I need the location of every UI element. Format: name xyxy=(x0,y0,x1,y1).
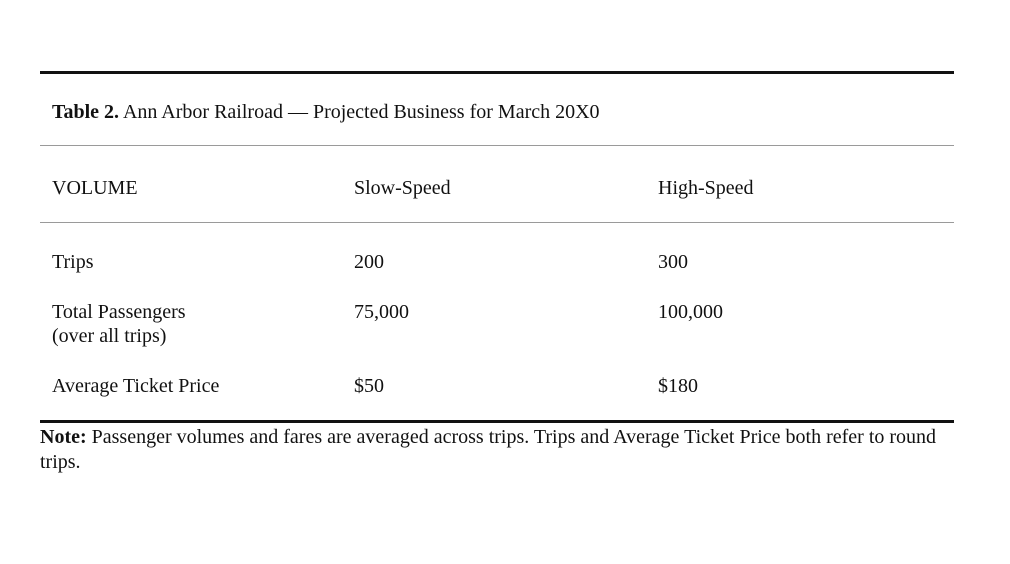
cell-price-slow: $50 xyxy=(354,375,384,397)
header-rule xyxy=(40,222,954,223)
table-note: Note: Passenger volumes and fares are av… xyxy=(40,425,954,475)
bottom-rule xyxy=(40,420,954,423)
header-volume: VOLUME xyxy=(52,177,138,199)
row-label-total-passengers: Total Passengers xyxy=(52,301,186,323)
header-high-speed: High-Speed xyxy=(658,177,754,199)
table-caption: Table 2. Ann Arbor Railroad — Projected … xyxy=(52,100,600,124)
cell-trips-high: 300 xyxy=(658,251,688,273)
header-slow-speed: Slow-Speed xyxy=(354,177,451,199)
caption-title: Ann Arbor Railroad — Projected Business … xyxy=(122,101,600,123)
row-label-total-passengers-sub: (over all trips) xyxy=(52,325,167,347)
note-label: Note: xyxy=(40,426,87,448)
cell-passengers-high: 100,000 xyxy=(658,301,723,323)
cell-passengers-slow: 75,000 xyxy=(354,301,409,323)
row-label-average-ticket-price: Average Ticket Price xyxy=(52,375,220,397)
top-rule xyxy=(40,71,954,74)
note-text: Passenger volumes and fares are averaged… xyxy=(40,426,937,473)
caption-label: Table 2. xyxy=(52,101,120,123)
caption-rule xyxy=(40,145,954,146)
row-label-trips: Trips xyxy=(52,251,94,273)
cell-trips-slow: 200 xyxy=(354,251,384,273)
cell-price-high: $180 xyxy=(658,375,698,397)
